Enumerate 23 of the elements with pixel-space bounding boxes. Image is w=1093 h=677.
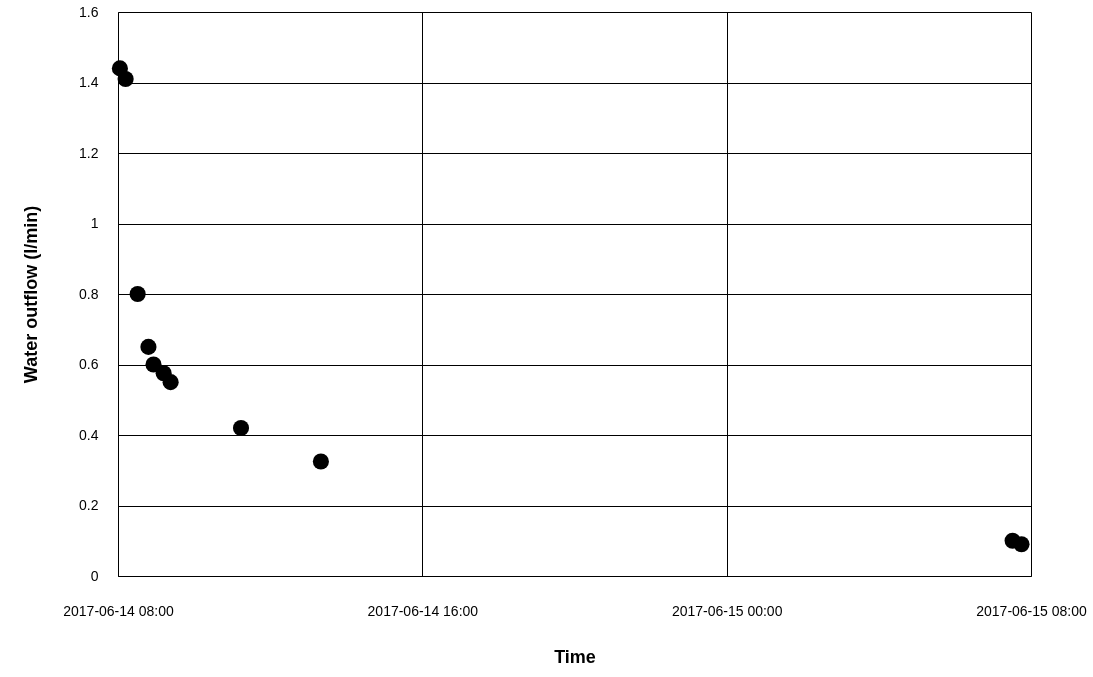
point bbox=[129, 285, 146, 303]
point bbox=[162, 374, 179, 391]
point bbox=[232, 419, 250, 436]
x-tick-label: 2017-06-14 16:00 bbox=[367, 602, 479, 619]
y-tick-label: 0.8 bbox=[79, 285, 99, 302]
point bbox=[145, 356, 162, 373]
x-tick-label: 2017-06-15 00:00 bbox=[671, 602, 783, 619]
y-tick-label: 1 bbox=[90, 215, 99, 231]
y-tick-label: 0.6 bbox=[79, 356, 99, 372]
y-tick-label: 0.2 bbox=[79, 497, 99, 513]
y-tick-label: 0 bbox=[90, 567, 99, 584]
y-tick-label: 1.2 bbox=[79, 144, 99, 161]
point bbox=[140, 338, 157, 355]
y-tick-label: 1.6 bbox=[79, 3, 99, 20]
point bbox=[312, 453, 329, 470]
y-axis-title: Water outflow (l/min) bbox=[21, 205, 42, 384]
x-axis-title: Time bbox=[554, 646, 596, 667]
y-tick-label: 0.4 bbox=[79, 426, 99, 443]
y-tick-label: 1.4 bbox=[79, 74, 99, 90]
x-tick-label: 2017-06-14 08:00 bbox=[63, 602, 174, 619]
point bbox=[117, 70, 134, 88]
x-tick-label: 2017-06-15 08:00 bbox=[976, 602, 1087, 619]
point bbox=[1013, 536, 1030, 553]
